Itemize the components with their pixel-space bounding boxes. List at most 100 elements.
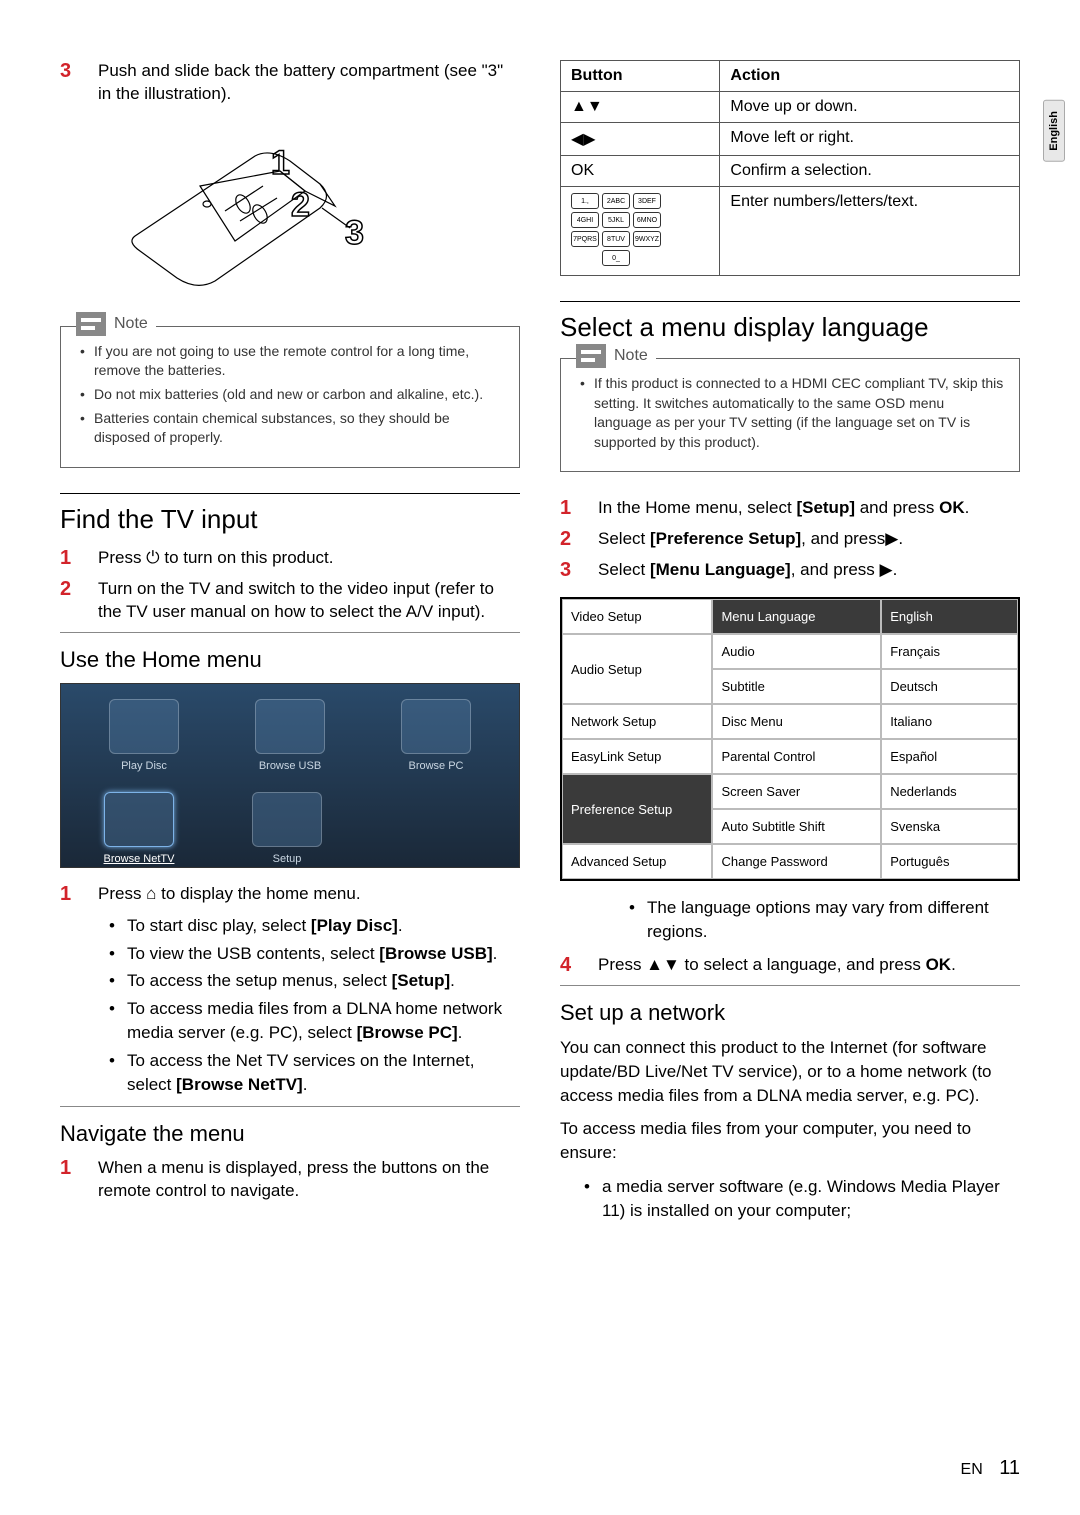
network-paragraph-1: You can connect this product to the Inte… xyxy=(560,1036,1020,1107)
step-text: Select [Menu Language], and press ▶. xyxy=(598,559,1020,582)
home-item-browse-nettv: Browse NetTV xyxy=(79,792,199,865)
keypad-key: 1., xyxy=(571,193,599,209)
menu-cell: Video Setup xyxy=(562,599,712,634)
action-text: Move left or right. xyxy=(720,123,1020,156)
divider xyxy=(560,985,1020,986)
home-item-browse-pc: Browse PC xyxy=(363,699,509,772)
note-item: If you are not going to use the remote c… xyxy=(76,342,504,381)
menu-cell: Deutsch xyxy=(881,669,1018,704)
bullet-item: To access the Net TV services on the Int… xyxy=(105,1049,520,1097)
network-paragraph-2: To access media files from your computer… xyxy=(560,1117,1020,1165)
note-box-language: Note If this product is connected to a H… xyxy=(560,358,1020,472)
step-text: Press ⌂ to display the home menu. xyxy=(98,883,520,906)
illustration-label-1: 1 xyxy=(271,144,290,182)
remote-illustration: 1 2 3 xyxy=(105,116,365,306)
menu-language-screenshot: Video SetupAudio SetupNetwork SetupEasyL… xyxy=(560,597,1020,881)
menu-cell: Audio Setup xyxy=(562,634,712,704)
bullet-item: To access the setup menus, select [Setup… xyxy=(105,969,520,993)
menu-cell: Audio xyxy=(712,634,881,669)
section-navigate-menu: Navigate the menu xyxy=(60,1121,520,1147)
button-up-down: ▲▼ xyxy=(561,92,720,123)
menu-cell: Español xyxy=(881,739,1018,774)
menu-cell: Preference Setup xyxy=(562,774,712,844)
table-header-action: Action xyxy=(720,61,1020,92)
lang-step: 1In the Home menu, select [Setup] and pr… xyxy=(560,497,1020,520)
menu-cell: Advanced Setup xyxy=(562,844,712,879)
home-item-setup: Setup xyxy=(227,792,347,865)
button-ok: OK xyxy=(561,156,720,187)
note-icon xyxy=(576,344,606,368)
menu-cell: Menu Language xyxy=(712,599,881,634)
menu-cell: Svenska xyxy=(881,809,1018,844)
bullet-item: a media server software (e.g. Windows Me… xyxy=(580,1175,1020,1223)
step-text: When a menu is displayed, press the butt… xyxy=(98,1157,520,1203)
keypad-key: 4GHI xyxy=(571,212,599,228)
step-text: Turn on the TV and switch to the video i… xyxy=(98,578,520,624)
step-text: Press ▲▼ to select a language, and press… xyxy=(598,954,1020,977)
menu-cell: Italiano xyxy=(881,704,1018,739)
action-text: Confirm a selection. xyxy=(720,156,1020,187)
page-footer: EN 11 xyxy=(961,1457,1020,1480)
illustration-label-2: 2 xyxy=(291,186,310,224)
step-number: 1 xyxy=(60,547,80,570)
step-number: 1 xyxy=(560,497,580,520)
step-number: 2 xyxy=(60,578,80,624)
home-menu-screenshot: Play Disc Browse USB Browse PC Browse Ne… xyxy=(60,683,520,868)
menu-cell: English xyxy=(881,599,1018,634)
action-text: Enter numbers/letters/text. xyxy=(720,187,1020,276)
step-number: 1 xyxy=(60,883,80,906)
keypad-key: 3DEF xyxy=(633,193,661,209)
nav-step-1: 1 When a menu is displayed, press the bu… xyxy=(60,1157,520,1203)
menu-cell: Network Setup xyxy=(562,704,712,739)
menu-cell: Change Password xyxy=(712,844,881,879)
note-list: If this product is connected to a HDMI C… xyxy=(576,374,1004,452)
note-icon xyxy=(76,312,106,336)
menu-cell: Français xyxy=(881,634,1018,669)
table-row: ▲▼ Move up or down. xyxy=(561,92,1020,123)
section-use-home-menu: Use the Home menu xyxy=(60,647,520,673)
step-number: 3 xyxy=(60,60,80,106)
note-title: Note xyxy=(614,347,648,365)
menu-cell: Português xyxy=(881,844,1018,879)
home-step-1: 1 Press ⌂ to display the home menu. xyxy=(60,883,520,906)
left-column: 3 Push and slide back the battery compar… xyxy=(60,60,520,1233)
note-box-batteries: Note If you are not going to use the rem… xyxy=(60,326,520,468)
keypad-key: 5JKL xyxy=(602,212,630,228)
network-bullet-list: a media server software (e.g. Windows Me… xyxy=(580,1175,1020,1223)
divider xyxy=(60,493,520,494)
menu-cell: Nederlands xyxy=(881,774,1018,809)
table-row: OK Confirm a selection. xyxy=(561,156,1020,187)
section-select-language: Select a menu display language xyxy=(560,312,1020,343)
divider xyxy=(60,1106,520,1107)
divider xyxy=(60,632,520,633)
lang-step-4: 4 Press ▲▼ to select a language, and pre… xyxy=(560,954,1020,977)
menu-cell: Subtitle xyxy=(712,669,881,704)
divider xyxy=(560,301,1020,302)
home-item-browse-usb: Browse USB xyxy=(217,699,363,772)
step-number: 1 xyxy=(60,1157,80,1203)
bullet-item: The language options may vary from diffe… xyxy=(625,896,1020,944)
note-item: Batteries contain chemical substances, s… xyxy=(76,409,504,448)
keypad-key: 7PQRS xyxy=(571,231,599,247)
lang-step: 3Select [Menu Language], and press ▶. xyxy=(560,559,1020,582)
button-left-right: ◀▶ xyxy=(561,123,720,156)
menu-cell: Disc Menu xyxy=(712,704,881,739)
language-note-bullet: The language options may vary from diffe… xyxy=(625,896,1020,944)
step-number: 4 xyxy=(560,954,580,977)
bullet-item: To access media files from a DLNA home n… xyxy=(105,997,520,1045)
table-row: ◀▶ Move left or right. xyxy=(561,123,1020,156)
step-number: 2 xyxy=(560,528,580,551)
keypad-key: 0_ xyxy=(602,250,630,266)
keypad-key: 8TUV xyxy=(602,231,630,247)
note-item: Do not mix batteries (old and new or car… xyxy=(76,385,504,405)
find-tv-step-2: 2 Turn on the TV and switch to the video… xyxy=(60,578,520,624)
keypad-key: 6MNO xyxy=(633,212,661,228)
step-text: Select [Preference Setup], and press▶. xyxy=(598,528,1020,551)
step-3: 3 Push and slide back the battery compar… xyxy=(60,60,520,106)
button-action-table: Button Action ▲▼ Move up or down. ◀▶ Mov… xyxy=(560,60,1020,276)
note-title: Note xyxy=(114,315,148,333)
button-keypad: 1.,2ABC3DEF4GHI5JKL6MNO7PQRS8TUV9WXYZ0_ xyxy=(561,187,720,276)
right-column: Button Action ▲▼ Move up or down. ◀▶ Mov… xyxy=(560,60,1020,1233)
table-row: 1.,2ABC3DEF4GHI5JKL6MNO7PQRS8TUV9WXYZ0_ … xyxy=(561,187,1020,276)
section-setup-network: Set up a network xyxy=(560,1000,1020,1026)
